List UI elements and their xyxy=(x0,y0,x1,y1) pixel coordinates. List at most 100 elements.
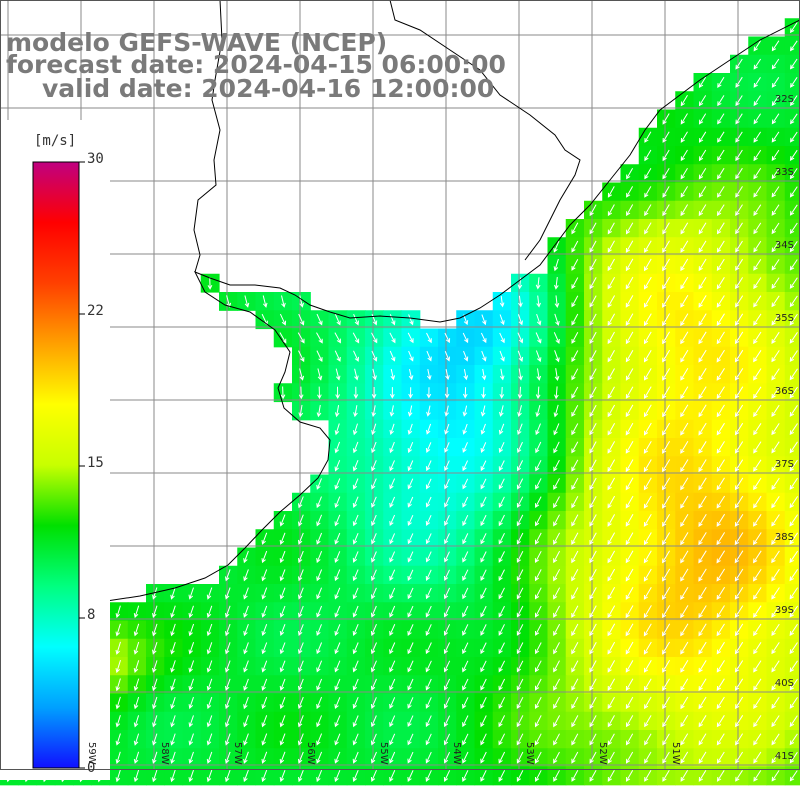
wind-arrow xyxy=(425,624,432,636)
wind-arrow xyxy=(370,624,377,636)
wind-speed-cell xyxy=(784,547,800,567)
wind-arrow xyxy=(553,258,559,272)
wind-arrow xyxy=(716,258,725,271)
wind-arrow xyxy=(371,587,377,600)
wind-speed-cell xyxy=(784,492,800,512)
wind-arrow xyxy=(716,660,725,673)
wind-arrow xyxy=(225,751,231,764)
wind-arrow xyxy=(517,350,524,362)
wind-arrow xyxy=(789,477,798,490)
wind-arrow xyxy=(407,478,414,490)
wind-arrow xyxy=(771,295,780,308)
wind-arrow xyxy=(425,442,432,453)
wind-arrow xyxy=(643,568,652,582)
wind-speed-cell xyxy=(784,328,800,348)
wind-arrow xyxy=(425,514,432,526)
wind-arrow xyxy=(462,715,469,728)
wind-arrow xyxy=(698,349,707,363)
wind-arrow xyxy=(352,605,359,618)
wind-arrow xyxy=(716,368,725,381)
wind-arrow xyxy=(115,641,121,655)
wind-arrow xyxy=(298,532,304,545)
wind-arrow xyxy=(753,568,762,582)
wind-arrow xyxy=(407,697,414,709)
wind-arrow xyxy=(389,314,396,326)
wind-arrow xyxy=(698,623,707,637)
wind-arrow xyxy=(607,532,616,546)
wind-arrow xyxy=(662,349,671,363)
wind-arrow xyxy=(517,460,524,472)
wind-arrow xyxy=(734,660,744,673)
wind-arrow xyxy=(152,751,158,764)
wind-arrow xyxy=(698,513,707,528)
wind-arrow xyxy=(625,495,634,509)
wind-arrow xyxy=(753,167,762,180)
wind-arrow xyxy=(643,586,652,600)
longitude-label: 54W xyxy=(451,742,462,765)
wind-arrow xyxy=(680,477,689,491)
wind-arrow xyxy=(498,678,506,691)
wind-arrow xyxy=(297,715,304,728)
wind-arrow xyxy=(298,386,304,400)
wind-arrow xyxy=(371,460,377,472)
wind-arrow xyxy=(425,496,432,508)
wind-arrow xyxy=(771,459,780,472)
wind-arrow xyxy=(571,240,579,253)
wind-arrow xyxy=(133,660,140,673)
wind-arrow xyxy=(444,569,450,581)
wind-arrow xyxy=(789,642,798,655)
wind-arrow xyxy=(589,696,597,710)
wind-arrow xyxy=(680,696,689,710)
wind-arrow xyxy=(625,568,634,582)
wind-arrow xyxy=(717,95,725,107)
wind-arrow xyxy=(407,605,414,618)
wind-arrow xyxy=(426,423,432,435)
wind-arrow xyxy=(607,568,616,582)
wind-arrow xyxy=(243,696,249,710)
wind-arrow xyxy=(499,332,505,344)
wind-arrow xyxy=(535,332,542,344)
wind-arrow xyxy=(188,733,194,746)
wind-arrow xyxy=(680,240,689,253)
wind-arrow xyxy=(680,131,688,143)
colorbar-tick-label: 8 xyxy=(87,607,96,623)
wind-arrow xyxy=(771,623,780,636)
wind-arrow xyxy=(443,733,451,746)
wind-arrow xyxy=(389,332,396,344)
wind-arrow xyxy=(698,186,707,198)
wind-arrow xyxy=(680,313,689,327)
wind-arrow xyxy=(170,733,176,746)
wind-arrow xyxy=(625,441,634,454)
wind-arrow xyxy=(481,350,487,362)
wind-arrow xyxy=(279,532,286,545)
wind-arrow xyxy=(225,660,231,673)
wind-arrow xyxy=(480,587,487,600)
wind-arrow xyxy=(225,678,231,691)
wind-arrow xyxy=(716,386,725,399)
wind-arrow xyxy=(480,569,487,582)
wind-arrow xyxy=(589,715,597,728)
wind-arrow xyxy=(607,258,615,272)
wind-arrow xyxy=(790,58,798,70)
wind-arrow xyxy=(734,641,744,655)
wind-arrow xyxy=(462,332,469,344)
wind-arrow xyxy=(680,550,689,564)
wind-speed-cell xyxy=(784,401,800,421)
wind-arrow xyxy=(771,550,780,564)
wind-arrow xyxy=(298,642,304,655)
wind-arrow xyxy=(444,551,450,563)
wind-arrow xyxy=(716,313,725,326)
wind-arrow xyxy=(389,478,396,490)
wind-arrow xyxy=(426,368,432,381)
wind-arrow xyxy=(517,441,523,454)
wind-arrow xyxy=(152,605,158,618)
wind-speed-cell xyxy=(784,419,800,439)
wind-arrow xyxy=(443,587,451,600)
wind-arrow xyxy=(316,551,323,564)
wind-arrow xyxy=(498,624,505,636)
wind-arrow xyxy=(444,332,451,344)
wind-arrow xyxy=(607,186,615,198)
wind-arrow xyxy=(425,715,432,728)
wind-arrow xyxy=(334,496,341,509)
wind-arrow xyxy=(188,605,194,618)
